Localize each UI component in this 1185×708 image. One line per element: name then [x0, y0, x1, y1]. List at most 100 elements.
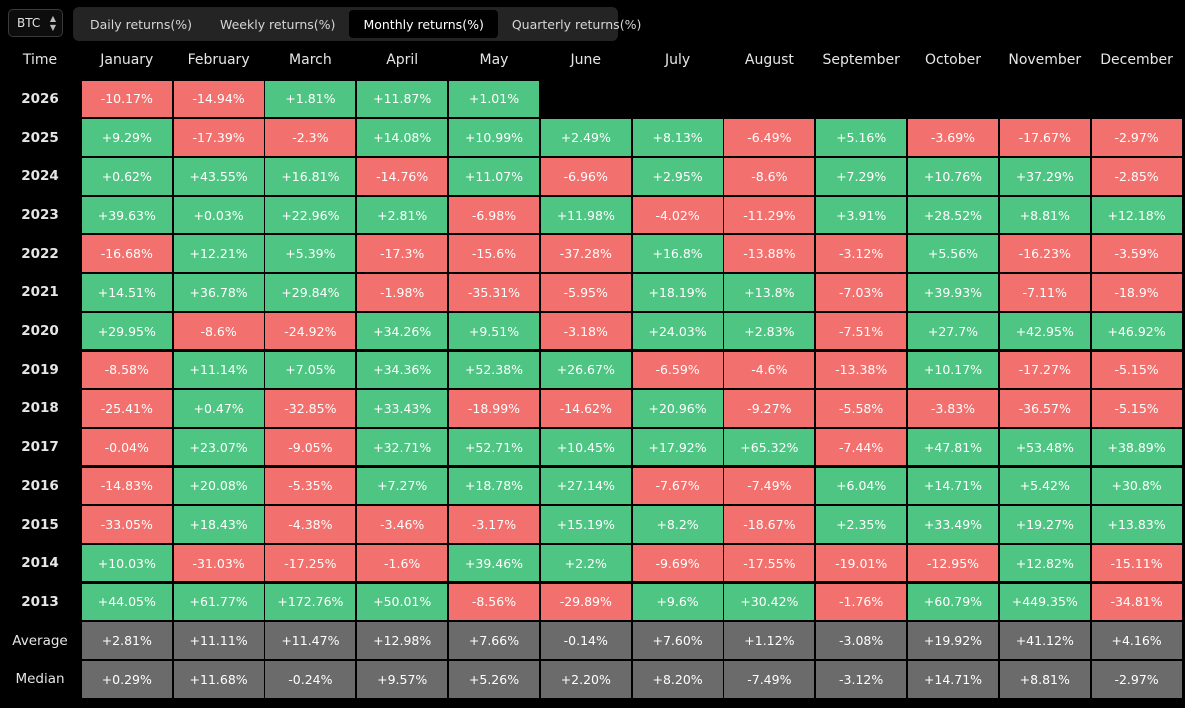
return-cell-2026-may[interactable]: +1.01%: [448, 80, 539, 118]
return-cell-2025-january[interactable]: +9.29%: [81, 119, 172, 156]
return-cell-2016-august[interactable]: -7.49%: [724, 467, 815, 505]
return-cell-2015-september[interactable]: +2.35%: [816, 506, 907, 543]
return-cell-2018-october[interactable]: -3.83%: [907, 390, 998, 427]
return-cell-2021-august[interactable]: +13.8%: [724, 274, 815, 311]
return-cell-2017-april[interactable]: +32.71%: [357, 428, 448, 466]
return-cell-2021-february[interactable]: +36.78%: [173, 274, 264, 311]
return-cell-2020-february[interactable]: -8.6%: [173, 312, 264, 350]
median-cell-december[interactable]: -2.97%: [1091, 661, 1182, 698]
return-cell-2013-february[interactable]: +61.77%: [173, 583, 264, 621]
return-cell-2022-october[interactable]: +5.56%: [907, 235, 998, 272]
return-cell-2013-november[interactable]: +449.35%: [999, 583, 1090, 621]
return-cell-2023-july[interactable]: -4.02%: [632, 196, 723, 234]
return-cell-2015-april[interactable]: -3.46%: [357, 506, 448, 543]
return-cell-2018-march[interactable]: -32.85%: [265, 390, 356, 427]
return-cell-2020-november[interactable]: +42.95%: [999, 312, 1090, 350]
return-cell-2021-may[interactable]: -35.31%: [448, 274, 539, 311]
return-cell-2022-june[interactable]: -37.28%: [540, 235, 631, 272]
return-cell-2023-june[interactable]: +11.98%: [540, 196, 631, 234]
return-cell-2024-september[interactable]: +7.29%: [816, 158, 907, 195]
return-cell-2025-december[interactable]: -2.97%: [1091, 119, 1182, 156]
return-cell-2026-january[interactable]: -10.17%: [81, 80, 172, 118]
average-cell-february[interactable]: +11.11%: [173, 622, 264, 659]
return-cell-2024-june[interactable]: -6.96%: [540, 158, 631, 195]
return-cell-2017-december[interactable]: +38.89%: [1091, 428, 1182, 466]
return-cell-2020-april[interactable]: +34.26%: [357, 312, 448, 350]
return-cell-2019-april[interactable]: +34.36%: [357, 351, 448, 388]
return-cell-2014-february[interactable]: -31.03%: [173, 544, 264, 582]
tab-quarterly-returns[interactable]: Quarterly returns(%): [511, 16, 642, 32]
average-cell-october[interactable]: +19.92%: [907, 622, 998, 659]
return-cell-2019-august[interactable]: -4.6%: [724, 351, 815, 388]
return-cell-2025-march[interactable]: -2.3%: [265, 119, 356, 156]
average-cell-march[interactable]: +11.47%: [265, 622, 356, 659]
return-cell-2022-july[interactable]: +16.8%: [632, 235, 723, 272]
return-cell-2017-august[interactable]: +65.32%: [724, 428, 815, 466]
return-cell-2019-february[interactable]: +11.14%: [173, 351, 264, 388]
return-cell-2025-june[interactable]: +2.49%: [540, 119, 631, 156]
return-cell-2016-july[interactable]: -7.67%: [632, 467, 723, 505]
average-cell-april[interactable]: +12.98%: [357, 622, 448, 659]
return-cell-2021-july[interactable]: +18.19%: [632, 274, 723, 311]
return-cell-2018-january[interactable]: -25.41%: [81, 390, 172, 427]
return-cell-2020-june[interactable]: -3.18%: [540, 312, 631, 350]
return-cell-2025-september[interactable]: +5.16%: [816, 119, 907, 156]
return-cell-2016-january[interactable]: -14.83%: [81, 467, 172, 505]
return-cell-2024-october[interactable]: +10.76%: [907, 158, 998, 195]
return-cell-2021-november[interactable]: -7.11%: [999, 274, 1090, 311]
average-cell-july[interactable]: +7.60%: [632, 622, 723, 659]
asset-selector[interactable]: BTC ▲ ▼: [8, 9, 63, 37]
return-cell-2024-august[interactable]: -8.6%: [724, 158, 815, 195]
return-cell-2023-december[interactable]: +12.18%: [1091, 196, 1182, 234]
return-cell-2022-february[interactable]: +12.21%: [173, 235, 264, 272]
return-cell-2018-june[interactable]: -14.62%: [540, 390, 631, 427]
return-cell-2021-january[interactable]: +14.51%: [81, 274, 172, 311]
average-cell-june[interactable]: -0.14%: [540, 622, 631, 659]
median-cell-july[interactable]: +8.20%: [632, 661, 723, 698]
return-cell-2019-november[interactable]: -17.27%: [999, 351, 1090, 388]
return-cell-2018-august[interactable]: -9.27%: [724, 390, 815, 427]
return-cell-2015-january[interactable]: -33.05%: [81, 506, 172, 543]
return-cell-2015-october[interactable]: +33.49%: [907, 506, 998, 543]
return-cell-2018-february[interactable]: +0.47%: [173, 390, 264, 427]
return-cell-2017-september[interactable]: -7.44%: [816, 428, 907, 466]
return-cell-2019-june[interactable]: +26.67%: [540, 351, 631, 388]
return-cell-2023-august[interactable]: -11.29%: [724, 196, 815, 234]
return-cell-2023-february[interactable]: +0.03%: [173, 196, 264, 234]
return-cell-2024-december[interactable]: -2.85%: [1091, 158, 1182, 195]
return-cell-2016-june[interactable]: +27.14%: [540, 467, 631, 505]
return-cell-2023-january[interactable]: +39.63%: [81, 196, 172, 234]
return-cell-2025-may[interactable]: +10.99%: [448, 119, 539, 156]
return-cell-2015-june[interactable]: +15.19%: [540, 506, 631, 543]
return-cell-2023-september[interactable]: +3.91%: [816, 196, 907, 234]
return-cell-2021-june[interactable]: -5.95%: [540, 274, 631, 311]
return-cell-2013-october[interactable]: +60.79%: [907, 583, 998, 621]
average-cell-august[interactable]: +1.12%: [724, 622, 815, 659]
return-cell-2015-may[interactable]: -3.17%: [448, 506, 539, 543]
return-cell-2014-november[interactable]: +12.82%: [999, 544, 1090, 582]
return-cell-2024-february[interactable]: +43.55%: [173, 158, 264, 195]
return-cell-2014-april[interactable]: -1.6%: [357, 544, 448, 582]
return-cell-2026-march[interactable]: +1.81%: [265, 80, 356, 118]
return-cell-2016-march[interactable]: -5.35%: [265, 467, 356, 505]
return-cell-2018-september[interactable]: -5.58%: [816, 390, 907, 427]
return-cell-2014-july[interactable]: -9.69%: [632, 544, 723, 582]
return-cell-2022-march[interactable]: +5.39%: [265, 235, 356, 272]
return-cell-2018-april[interactable]: +33.43%: [357, 390, 448, 427]
return-cell-2017-march[interactable]: -9.05%: [265, 428, 356, 466]
return-cell-2020-october[interactable]: +27.7%: [907, 312, 998, 350]
return-cell-2023-november[interactable]: +8.81%: [999, 196, 1090, 234]
return-cell-2017-october[interactable]: +47.81%: [907, 428, 998, 466]
return-cell-2025-april[interactable]: +14.08%: [357, 119, 448, 156]
return-cell-2023-october[interactable]: +28.52%: [907, 196, 998, 234]
average-cell-november[interactable]: +41.12%: [999, 622, 1090, 659]
return-cell-2024-november[interactable]: +37.29%: [999, 158, 1090, 195]
median-cell-june[interactable]: +2.20%: [540, 661, 631, 698]
return-cell-2014-march[interactable]: -17.25%: [265, 544, 356, 582]
return-cell-2015-december[interactable]: +13.83%: [1091, 506, 1182, 543]
return-cell-2022-january[interactable]: -16.68%: [81, 235, 172, 272]
return-cell-2020-january[interactable]: +29.95%: [81, 312, 172, 350]
return-cell-2017-june[interactable]: +10.45%: [540, 428, 631, 466]
return-cell-2013-december[interactable]: -34.81%: [1091, 583, 1182, 621]
return-cell-2016-october[interactable]: +14.71%: [907, 467, 998, 505]
